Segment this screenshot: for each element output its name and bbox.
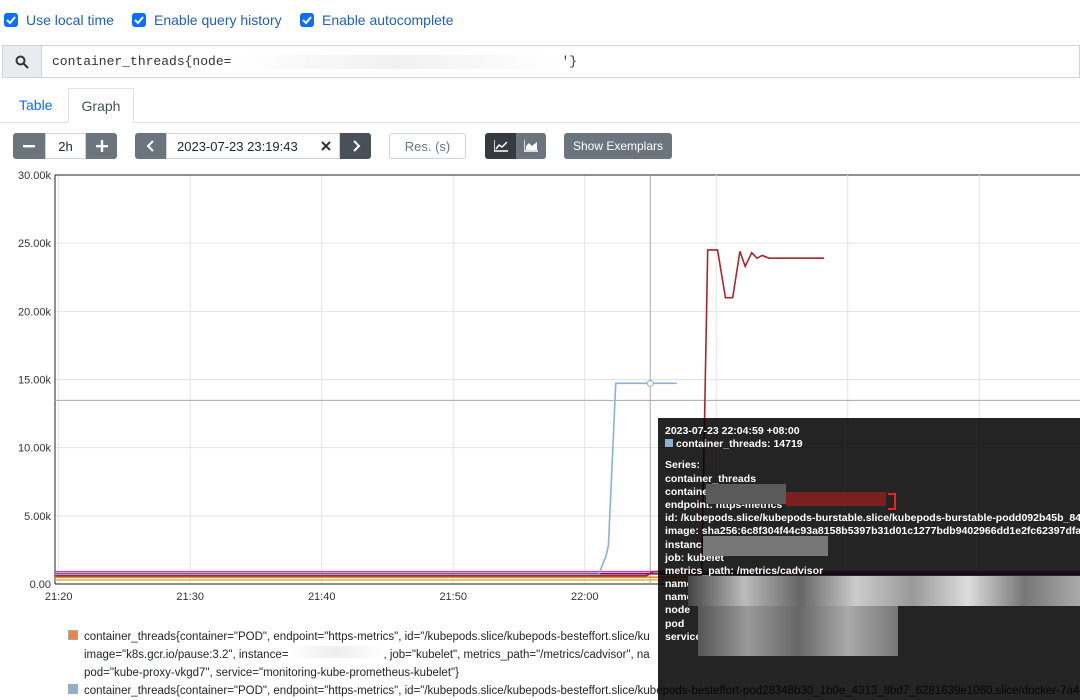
tooltip-line: container_threads <box>665 472 757 485</box>
minus-icon <box>23 145 35 148</box>
legend-row[interactable]: pod="kube-proxy-vkgd7", service="monitor… <box>68 664 1080 682</box>
line-icon <box>493 140 508 152</box>
hover-point <box>646 379 654 387</box>
legend-text: image="k8s.gcr.io/pause:3.2", instance= <box>84 649 289 661</box>
resolution-input[interactable]: Res. (s) <box>389 133 466 159</box>
stacked-off[interactable] <box>485 133 516 159</box>
checkbox[interactable] <box>4 13 18 27</box>
redaction <box>703 536 828 556</box>
checkbox-option[interactable]: Enable autocomplete <box>300 11 454 29</box>
legend-text: , job="kubelet", metrics_path="/metrics/… <box>383 649 650 661</box>
checkbox-label: Enable autocomplete <box>322 12 454 28</box>
series-line <box>55 382 677 576</box>
y-tick-label: 25.00k <box>18 238 52 250</box>
tooltip-line: name <box>665 578 693 591</box>
tooltip-line: service <box>665 630 702 643</box>
spacer <box>665 451 1080 459</box>
tooltip-swatch <box>665 439 673 448</box>
checkbox-label: Enable query history <box>154 12 282 28</box>
annotation-mark <box>888 493 896 510</box>
next-time[interactable] <box>340 133 371 159</box>
legend-swatch <box>68 630 78 640</box>
checkbox-option[interactable]: Use local time <box>4 11 114 29</box>
tab[interactable]: Table <box>19 97 53 113</box>
redaction <box>288 646 384 658</box>
legend-swatch <box>68 684 78 694</box>
x-tick-label: 21:40 <box>308 591 336 603</box>
tooltip-line: node <box>665 604 691 617</box>
x-tick-label: 22:00 <box>571 591 599 603</box>
y-tick-label: 15.00k <box>18 375 52 387</box>
checkbox-option[interactable]: Enable query history <box>132 11 282 29</box>
y-tick-label: 5.00k <box>24 511 51 523</box>
tooltip: 2023-07-23 22:04:59 +08:00 container_thr… <box>658 418 1080 700</box>
x-tick-label: 21:30 <box>176 591 204 603</box>
legend-text: container_threads{container="POD", endpo… <box>84 631 650 643</box>
check-icon <box>134 16 144 25</box>
tooltip-line: metrics_path: /metrics/cadvisor <box>665 564 824 577</box>
tooltip-line: id: /kubepods.slice/kubepods-burstable.s… <box>665 512 1080 525</box>
tooltip-lines: container_threads containe endpoint: https… <box>665 473 1080 644</box>
redaction <box>688 576 1080 606</box>
stacked-on[interactable] <box>516 133 546 159</box>
legend-row[interactable]: container_threads{container="POD", endpo… <box>68 628 1080 646</box>
decrease-range[interactable] <box>13 133 45 159</box>
increase-range[interactable] <box>86 133 117 159</box>
tab-active[interactable]: Graph <box>68 88 134 123</box>
x-tick-label: 21:20 <box>45 591 73 603</box>
tooltip-value-text: container_threads: 14719 <box>676 438 803 451</box>
y-tick-label: 20.00k <box>18 306 52 318</box>
chevron-right <box>352 140 360 152</box>
tooltip-line: pod <box>665 617 685 630</box>
plus-icon <box>95 140 108 152</box>
show-exemplars[interactable]: Show Exemplars <box>564 133 672 159</box>
tooltip-line: instanc <box>665 538 702 551</box>
legend-row[interactable]: image="k8s.gcr.io/pause:3.2", instance=,… <box>68 646 1080 664</box>
clear-icon[interactable] <box>321 141 331 151</box>
x-tick-label: 21:50 <box>439 591 467 603</box>
y-tick-label: 0.00 <box>30 579 51 591</box>
query-bar[interactable]: container_threads{node= '} <box>2 45 1080 78</box>
tooltip-line: containe <box>665 485 709 498</box>
area-icon <box>524 140 538 152</box>
tooltip-line: image: sha256:6c8f304f44c93a8158b5397b31… <box>665 525 1080 538</box>
checkbox[interactable] <box>300 13 314 27</box>
redaction <box>698 606 898 656</box>
redaction <box>231 54 562 69</box>
tab-border <box>0 122 1080 123</box>
chevron-left <box>146 140 154 152</box>
range-input[interactable]: 2h <box>45 133 86 159</box>
redaction <box>786 492 886 506</box>
query-text: container_threads{node= <box>52 54 232 69</box>
search-icon <box>3 46 42 77</box>
tooltip-value: container_threads: 14719 <box>665 438 1080 451</box>
tooltip-time: 2023-07-23 22:04:59 +08:00 <box>665 425 800 437</box>
previous-time[interactable] <box>135 133 166 159</box>
checkbox-label: Use local time <box>26 12 114 28</box>
redaction <box>706 484 786 504</box>
y-tick-label: 10.00k <box>18 443 52 455</box>
y-tick-label: 30.00k <box>18 170 52 182</box>
legend-text: pod="kube-proxy-vkgd7", service="monitor… <box>84 667 459 679</box>
check-icon <box>302 16 312 25</box>
checkbox[interactable] <box>132 13 146 27</box>
magnifier <box>15 55 29 69</box>
end-time-input[interactable]: 2023-07-23 23:19:43 <box>166 133 340 159</box>
query-suffix: '} <box>561 54 578 69</box>
check-icon <box>6 16 16 25</box>
tooltip-heading: Series: <box>665 459 701 472</box>
end-time: 2023-07-23 23:19:43 <box>177 138 298 154</box>
